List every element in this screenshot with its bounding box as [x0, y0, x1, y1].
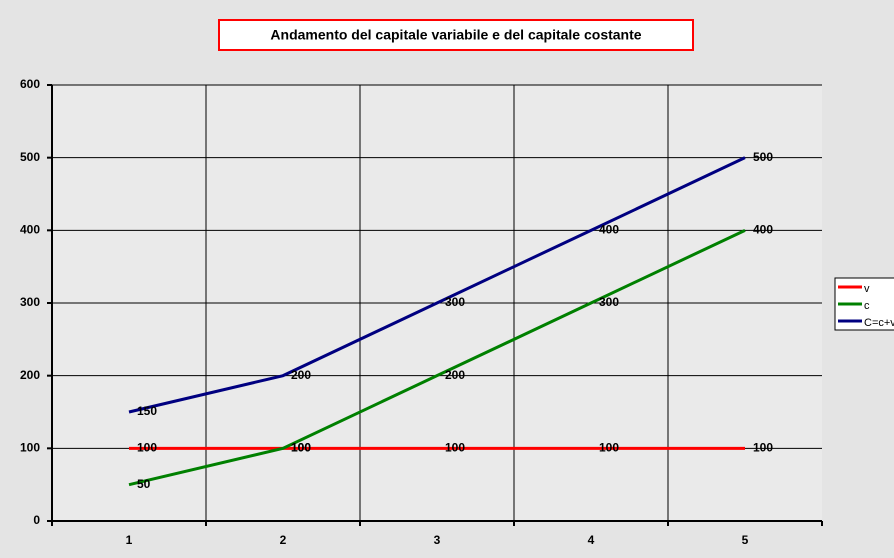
- data-label: 100: [753, 441, 773, 455]
- legend-label: C=c+v: [864, 317, 894, 329]
- x-tick-label: 3: [434, 533, 441, 547]
- data-label: 50: [137, 477, 151, 491]
- y-tick-label: 200: [20, 368, 40, 382]
- x-tick-label: 1: [126, 533, 133, 547]
- data-label: 100: [291, 441, 311, 455]
- y-tick-label: 100: [20, 441, 40, 455]
- data-label: 100: [445, 441, 465, 455]
- data-label: 500: [753, 150, 773, 164]
- data-label: 200: [445, 368, 465, 382]
- data-label: 200: [291, 368, 311, 382]
- chart-title: Andamento del capitale variabile e del c…: [270, 27, 641, 43]
- legend-label: c: [864, 300, 870, 312]
- x-tick-label: 4: [588, 533, 595, 547]
- y-tick-label: 600: [20, 77, 40, 91]
- data-label: 400: [599, 223, 619, 237]
- data-label: 100: [291, 441, 311, 455]
- title-box: [218, 19, 694, 51]
- y-tick-label: 0: [33, 513, 40, 527]
- series-line: [128, 156, 746, 414]
- data-label: 300: [599, 295, 619, 309]
- legend-label: v: [864, 283, 870, 295]
- data-label: 100: [599, 441, 619, 455]
- data-label: 100: [137, 441, 157, 455]
- y-tick-label: 300: [20, 295, 40, 309]
- y-tick-label: 400: [20, 223, 40, 237]
- data-label: 150: [137, 404, 157, 418]
- x-tick-label: 2: [280, 533, 287, 547]
- data-label: 400: [753, 223, 773, 237]
- data-label: 300: [445, 295, 465, 309]
- y-tick-label: 500: [20, 150, 40, 164]
- series-line: [128, 228, 746, 487]
- x-tick-label: 5: [742, 533, 749, 547]
